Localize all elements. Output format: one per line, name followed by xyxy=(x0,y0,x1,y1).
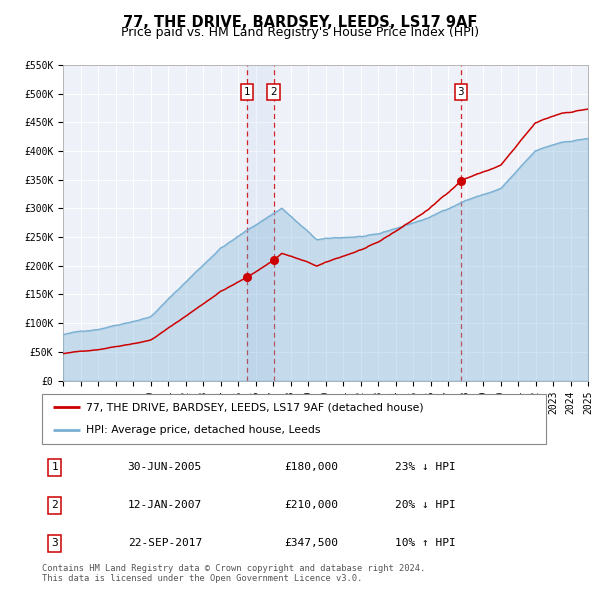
Text: 77, THE DRIVE, BARDSEY, LEEDS, LS17 9AF: 77, THE DRIVE, BARDSEY, LEEDS, LS17 9AF xyxy=(123,15,477,30)
Text: £180,000: £180,000 xyxy=(284,463,338,473)
Text: £347,500: £347,500 xyxy=(284,538,338,548)
Text: 22-SEP-2017: 22-SEP-2017 xyxy=(128,538,202,548)
Text: 3: 3 xyxy=(457,87,464,97)
Text: 30-JUN-2005: 30-JUN-2005 xyxy=(128,463,202,473)
Text: Price paid vs. HM Land Registry's House Price Index (HPI): Price paid vs. HM Land Registry's House … xyxy=(121,26,479,39)
Text: 1: 1 xyxy=(244,87,250,97)
Text: 77, THE DRIVE, BARDSEY, LEEDS, LS17 9AF (detached house): 77, THE DRIVE, BARDSEY, LEEDS, LS17 9AF … xyxy=(86,402,424,412)
Text: 2: 2 xyxy=(271,87,277,97)
Text: Contains HM Land Registry data © Crown copyright and database right 2024.
This d: Contains HM Land Registry data © Crown c… xyxy=(42,564,425,584)
Bar xyxy=(247,65,274,381)
FancyBboxPatch shape xyxy=(42,394,546,444)
Text: 1: 1 xyxy=(51,463,58,473)
Text: 3: 3 xyxy=(51,538,58,548)
Text: 23% ↓ HPI: 23% ↓ HPI xyxy=(395,463,455,473)
Text: 20% ↓ HPI: 20% ↓ HPI xyxy=(395,500,455,510)
Text: £210,000: £210,000 xyxy=(284,500,338,510)
Text: 10% ↑ HPI: 10% ↑ HPI xyxy=(395,538,455,548)
Text: 12-JAN-2007: 12-JAN-2007 xyxy=(128,500,202,510)
Text: 2: 2 xyxy=(51,500,58,510)
Text: HPI: Average price, detached house, Leeds: HPI: Average price, detached house, Leed… xyxy=(86,425,321,435)
